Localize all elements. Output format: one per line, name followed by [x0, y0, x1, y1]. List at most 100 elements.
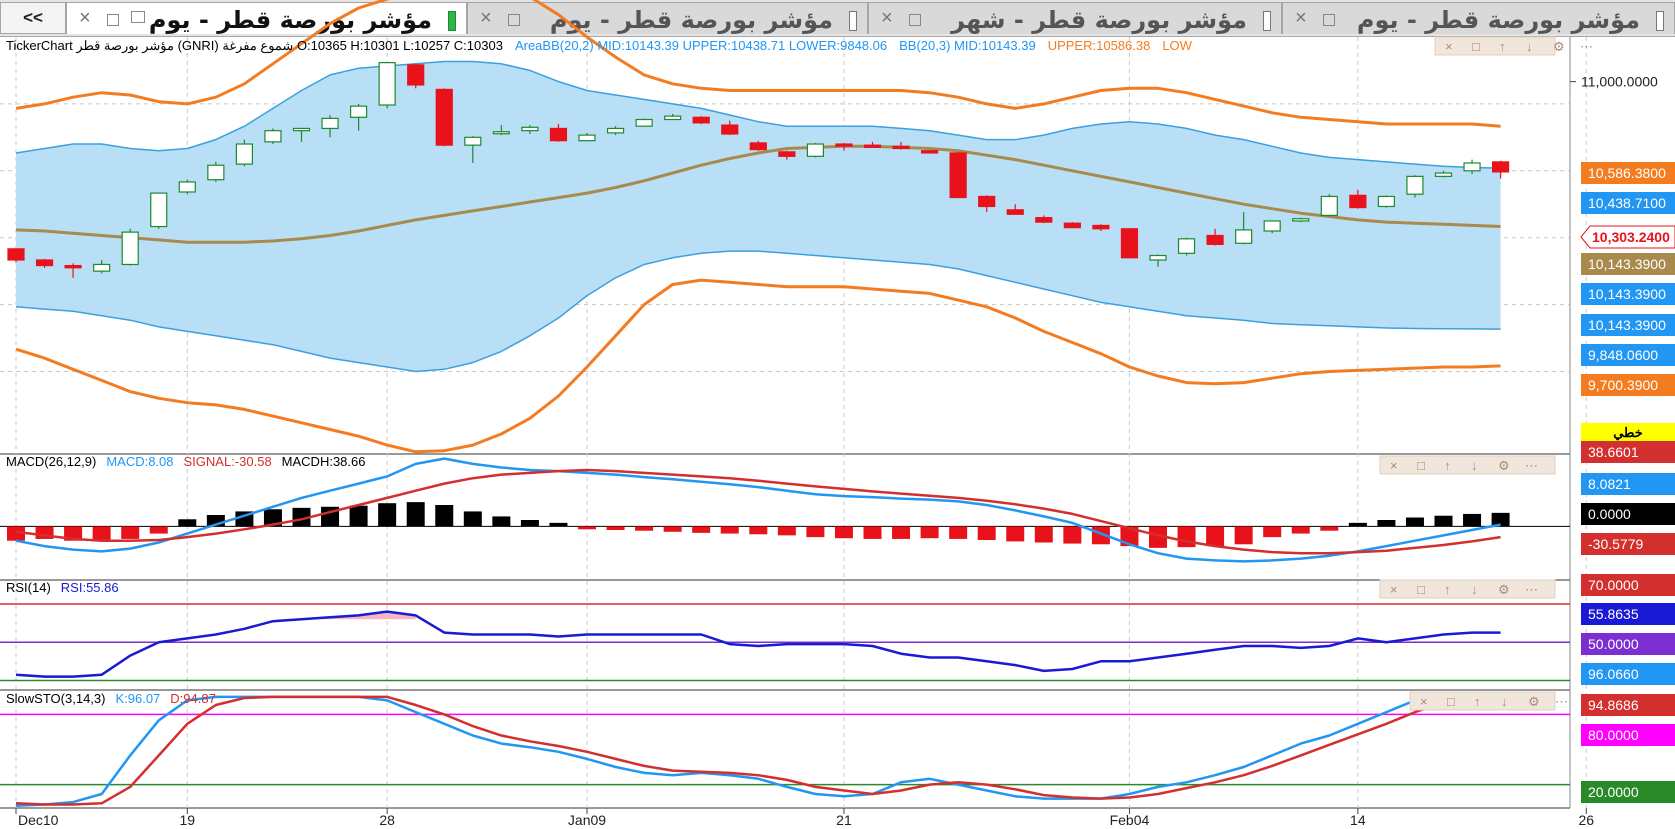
panel-tool-icon[interactable]: × [1390, 582, 1398, 597]
candle-up [150, 192, 168, 228]
legend-item: AreaBB(20,2) MID:10143.39 UPPER:10438.71… [515, 38, 887, 53]
panel-tool-icon[interactable]: □ [1447, 694, 1455, 709]
x-tick-label: 26 [1578, 812, 1594, 828]
panel-tool-icon[interactable]: ⋯ [1555, 694, 1568, 709]
panel-tool-icon[interactable]: □ [1417, 582, 1425, 597]
macd-histogram-bar [7, 526, 25, 541]
candle-up [521, 126, 539, 132]
value-badge-text: 96.0660 [1588, 666, 1639, 682]
candle-down [863, 144, 882, 148]
panel-tool-icon[interactable]: × [1445, 39, 1453, 54]
indicator-axis-label: 55.8635 [1581, 603, 1675, 625]
panel-tool-icon[interactable]: ↓ [1526, 39, 1533, 54]
candle-up [1292, 218, 1310, 222]
value-badge-text: 9,700.3900 [1588, 377, 1658, 393]
chart-tab-3[interactable]: × مؤشر بورصة قطر - شهر [868, 2, 1282, 34]
value-badge-text: -30.5779 [1588, 536, 1643, 552]
value-badge-text: 10,438.7100 [1588, 195, 1666, 211]
panel-legend: RSI(14) RSI:55.86 [6, 580, 119, 595]
close-icon[interactable]: × [480, 7, 492, 29]
panel-tool-icon[interactable]: ↓ [1471, 458, 1478, 473]
macd-histogram-bar [1291, 526, 1310, 534]
restore-icon[interactable] [131, 11, 145, 23]
panel-controls[interactable]: × □ ↑ ↓ ⚙ ⋯ [1379, 579, 1556, 599]
sto-d-line [15, 695, 1473, 806]
legend-item: TickerChart مؤشر بورصة قطر (GNRI) شموع م… [6, 38, 503, 54]
panel-tool-icon[interactable]: ⋯ [1525, 582, 1538, 597]
panel-tool-icon[interactable]: ↑ [1499, 39, 1506, 54]
panel-controls[interactable]: × □ ↑ ↓ ⚙ ⋯ [1379, 455, 1556, 475]
panel-toolstrip [1379, 455, 1556, 475]
panel-tool-icon[interactable]: ↑ [1444, 458, 1451, 473]
value-badge-bg [1581, 663, 1675, 685]
macd-histogram-bar [920, 526, 939, 539]
macd-histogram-bar [892, 526, 911, 539]
panel-tool-icon[interactable]: □ [1472, 39, 1480, 54]
panel-toolstrip [1379, 579, 1556, 599]
chart-tab-1[interactable]: × مؤشر بورصة قطر - يوم [66, 2, 467, 34]
candle-down [1035, 217, 1053, 223]
maximize-icon[interactable] [1323, 14, 1335, 26]
macd-histogram-bar [1177, 526, 1196, 548]
macd-histogram-bar [520, 520, 539, 527]
macd-histogram-bar [1263, 526, 1282, 538]
maximize-icon[interactable] [107, 14, 119, 26]
chart-tab-4[interactable]: × مؤشر بورصة قطر - يوم [1282, 2, 1675, 34]
value-badge-bg [1581, 192, 1675, 214]
value-badge-bg [1581, 694, 1675, 716]
legend-item: RSI(14) [6, 580, 51, 595]
macd-line [15, 457, 1501, 563]
candle-down [778, 151, 796, 157]
panel-tool-icon[interactable]: × [1420, 694, 1428, 709]
panel-controls[interactable]: × □ ↑ ↓ ⚙ ⋯ [1434, 36, 1593, 56]
last-price-pointer [1580, 225, 1675, 249]
value-badge-bg [1581, 503, 1675, 525]
close-icon[interactable]: × [79, 7, 91, 29]
chart-tab-2[interactable]: × مؤشر بورصة قطر - يوم [467, 2, 868, 34]
candle-down [1120, 228, 1139, 259]
panel-tool-icon[interactable]: × [1390, 458, 1398, 473]
macd-histogram-bar [1234, 526, 1253, 545]
candle-up [635, 118, 653, 127]
panel-tool-icon[interactable]: ⋯ [1580, 39, 1593, 54]
bb3-upper-line [15, 0, 1501, 128]
panel-tool-icon[interactable]: ↑ [1474, 694, 1481, 709]
tabs-scroll-button[interactable]: << [0, 2, 66, 34]
macd-histogram-bar [292, 507, 311, 527]
maximize-icon[interactable] [508, 14, 520, 26]
panel-toolstrip [1409, 691, 1556, 711]
candle-up [606, 127, 625, 134]
candle-down [749, 142, 767, 151]
panel-tool-icon[interactable]: ⚙ [1553, 39, 1565, 54]
candle-up [350, 105, 368, 118]
macd-histogram-bar [263, 509, 282, 527]
legend-item: LOW [1162, 38, 1192, 53]
scale-mode-badge [1581, 423, 1675, 441]
panel-tool-icon[interactable]: □ [1417, 458, 1425, 473]
panel-tool-icon[interactable]: ↑ [1444, 582, 1451, 597]
legend-item: D:94.87 [170, 691, 216, 706]
panel-tool-icon[interactable]: ⋯ [1525, 458, 1538, 473]
panel-tool-icon[interactable]: ⚙ [1498, 582, 1510, 597]
candle-down [407, 64, 425, 86]
value-badge-bg [1581, 314, 1675, 336]
close-icon[interactable]: × [1295, 7, 1307, 29]
value-badge-bg [1581, 162, 1675, 184]
value-badge-bg [1581, 533, 1675, 555]
panel-tool-icon[interactable]: ⚙ [1498, 458, 1510, 473]
value-badge-text: 80.0000 [1588, 727, 1639, 743]
panel-tool-icon[interactable]: ↓ [1471, 582, 1478, 597]
value-badge-text: 20.0000 [1588, 784, 1639, 800]
close-icon[interactable]: × [881, 7, 893, 29]
maximize-icon[interactable] [909, 14, 921, 26]
panel-controls[interactable]: × □ ↑ ↓ ⚙ ⋯ [1409, 691, 1568, 711]
price-axis-label: 9,700.3900 [1581, 374, 1675, 396]
value-badge-bg [1581, 473, 1675, 495]
x-tick-label: Feb04 [1110, 812, 1150, 828]
macd-histogram-bar [349, 505, 368, 527]
macd-histogram-bar [692, 526, 711, 533]
panel-tool-icon[interactable]: ↓ [1501, 694, 1508, 709]
panel-tool-icon[interactable]: ⚙ [1528, 694, 1540, 709]
macd-histogram-bar [777, 526, 796, 536]
